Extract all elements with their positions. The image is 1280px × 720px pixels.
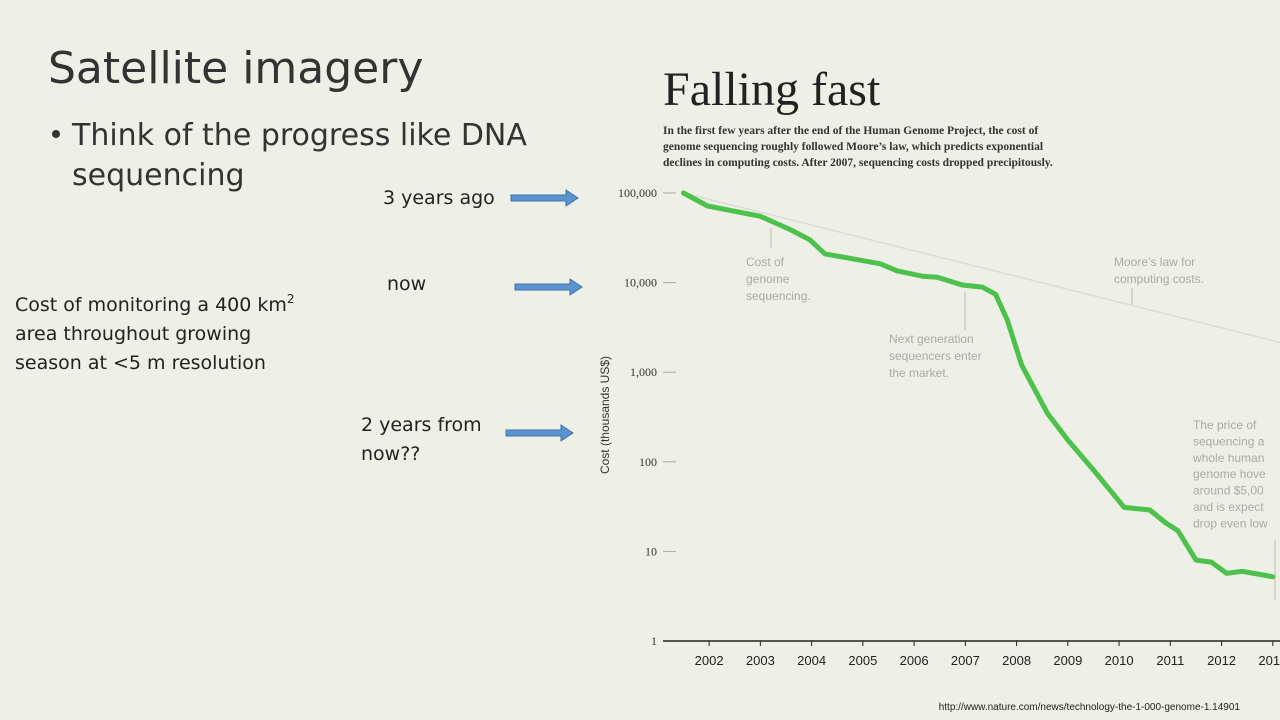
annotation: sequencers enter: [889, 349, 982, 363]
y-tick-label: 100,000: [618, 186, 657, 200]
x-tick-label: 2008: [1002, 653, 1031, 668]
annotation: whole human: [1192, 451, 1264, 465]
note-text: season at <5 m resolution: [15, 352, 266, 374]
y-tick-label: 10: [645, 544, 657, 558]
x-tick-label: 2013: [1258, 653, 1280, 668]
annotation: genome hove: [1193, 467, 1266, 481]
annotation: Cost of: [746, 255, 785, 269]
bullet-text: Think of the progress like DNA: [71, 118, 527, 153]
arrows: [505, 189, 583, 442]
annotation-leaders: [770, 228, 1276, 600]
x-tick-label: 2012: [1207, 653, 1236, 668]
source-url: http://www.nature.com/news/technology-th…: [939, 702, 1241, 713]
y-tick-label: 1: [651, 634, 657, 648]
slide-title: Satellite imagery: [48, 43, 423, 94]
x-tick-label: 2003: [746, 653, 775, 668]
y-tick-label: 100: [639, 455, 657, 469]
x-tick-label: 2009: [1053, 653, 1082, 668]
chart-subtitle: declines in computing costs. After 2007,…: [663, 157, 1053, 169]
x-tick-label: 2005: [848, 653, 877, 668]
y-tick-label: 10,000: [624, 276, 657, 290]
chart-subtitle: In the first few years after the end of …: [663, 125, 1038, 137]
marker-label: now: [387, 273, 426, 295]
annotation: drop even low: [1193, 516, 1268, 530]
marker-label: now??: [361, 443, 420, 465]
note-text: Cost of monitoring a 400 km2: [15, 292, 295, 316]
note-text: area throughout growing: [15, 323, 251, 345]
x-tick-label: 2004: [797, 653, 826, 668]
marker-label: 3 years ago: [383, 187, 495, 209]
x-tick-label: 2006: [900, 653, 929, 668]
note-line: Cost of monitoring a 400 km: [15, 294, 287, 316]
annotation: Next generation: [889, 332, 974, 346]
marker-label: 2 years from: [361, 414, 482, 436]
arrow: [505, 424, 574, 442]
bullet-dot: [52, 130, 60, 138]
arrow: [510, 189, 579, 207]
x-tick-label: 2002: [695, 653, 724, 668]
bullet-text: sequencing: [72, 158, 245, 193]
annotation: computing costs.: [1114, 272, 1204, 286]
annotation: sequencing.: [746, 289, 811, 303]
annotation: The price of: [1193, 418, 1257, 432]
annotation: sequencing a: [1193, 434, 1265, 448]
y-tick-label: 1,000: [630, 365, 657, 379]
annotation: genome: [746, 272, 790, 286]
series-line: [682, 192, 1280, 344]
annotation: around $5,00: [1193, 484, 1264, 498]
x-tick-label: 2011: [1156, 653, 1184, 668]
chart-title: Falling fast: [663, 63, 881, 116]
annotation: Moore’s law for: [1114, 255, 1195, 269]
arrow: [514, 278, 583, 296]
annotation: and is expect: [1193, 500, 1264, 514]
superscript: 2: [287, 292, 295, 306]
chart-subtitle: genome sequencing roughly followed Moore…: [663, 141, 1043, 153]
x-tick-label: 2007: [951, 653, 980, 668]
y-axis-label: Cost (thousands US$): [598, 356, 612, 474]
series-line: [681, 190, 1276, 580]
x-tick-label: 2010: [1105, 653, 1134, 668]
annotation: the market.: [889, 366, 949, 380]
